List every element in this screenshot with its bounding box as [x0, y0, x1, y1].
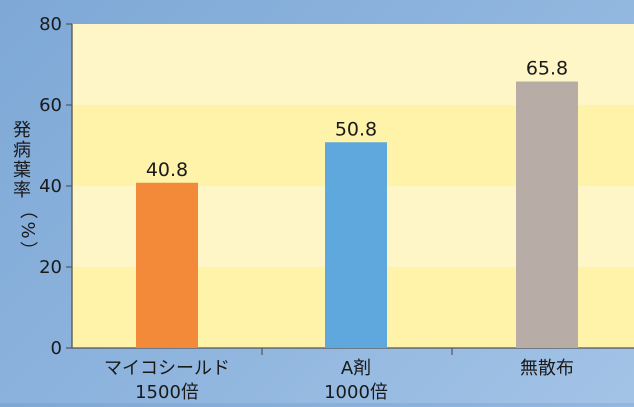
y-axis-title-char: %	[17, 221, 38, 238]
y-axis-title-char: 病	[13, 140, 31, 161]
value-label: 65.8	[526, 58, 568, 80]
y-axis-title-char: 葉	[13, 160, 31, 181]
value-labels: 40.8 50.8 65.8	[146, 58, 568, 181]
value-label: 50.8	[335, 118, 377, 140]
y-axis-title-char: 率	[13, 180, 31, 201]
y-axis-ticks: 0 20 40 60 80	[39, 14, 72, 359]
y-tick-label: 60	[39, 95, 62, 116]
bar	[516, 81, 578, 348]
x-tick-label: 1000倍	[324, 382, 388, 403]
x-tick-label: 1500倍	[135, 382, 199, 403]
bar	[136, 182, 198, 348]
bar	[325, 142, 387, 348]
x-tick-label: 無散布	[520, 358, 574, 379]
y-tick-label: 20	[39, 257, 62, 278]
y-tick-label: 0	[51, 338, 62, 359]
y-axis-title-char: （	[17, 201, 38, 219]
value-label: 40.8	[146, 159, 188, 181]
x-tick-label: マイコシールド	[104, 358, 230, 379]
x-axis-labels: マイコシールド 1500倍 A剤 1000倍 無散布	[104, 348, 574, 403]
y-tick-label: 40	[39, 176, 62, 197]
y-tick-label: 80	[39, 14, 62, 35]
bars	[136, 81, 578, 348]
x-tick-label: A剤	[341, 358, 371, 379]
y-axis-title-char: ）	[17, 241, 38, 259]
y-axis-title-char: 発	[13, 120, 31, 141]
